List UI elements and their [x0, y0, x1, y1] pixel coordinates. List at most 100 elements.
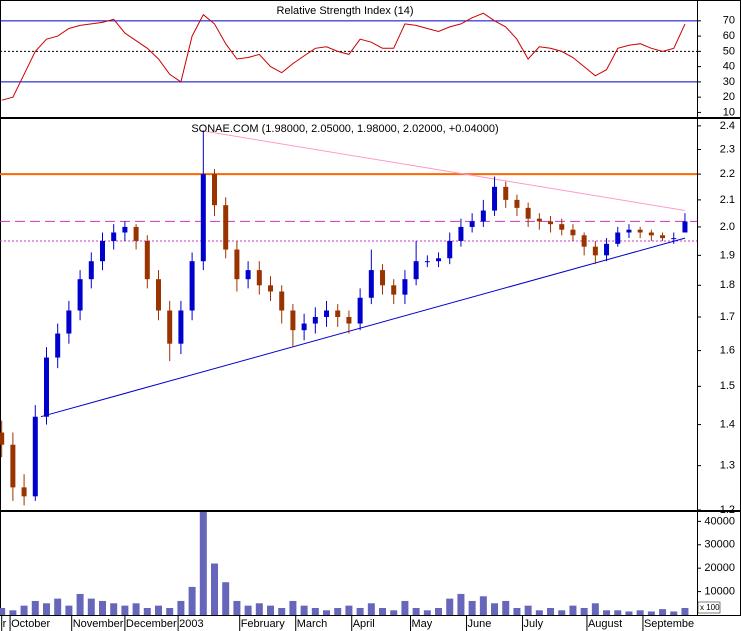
volume-bar	[87, 598, 95, 615]
candle-body	[290, 310, 296, 331]
volume-bar	[435, 607, 443, 615]
volume-bar	[76, 593, 84, 615]
volume-bar	[479, 596, 487, 615]
volume-bar	[569, 605, 577, 615]
volume-bar	[367, 603, 375, 615]
volume-bar	[211, 563, 219, 615]
candle-body	[324, 310, 330, 317]
volume-bar	[535, 610, 543, 615]
volume-bar	[558, 610, 566, 615]
volume-bar	[54, 598, 62, 615]
candle-body	[0, 432, 5, 445]
volume-bar	[423, 610, 431, 615]
candle-body	[234, 249, 240, 280]
candle-body	[43, 357, 49, 417]
candle-body	[99, 240, 105, 262]
candle-body	[402, 279, 408, 295]
candle-body	[548, 221, 554, 225]
volume-bar	[244, 605, 252, 615]
volume-bar	[323, 610, 331, 615]
candle-body	[167, 310, 173, 344]
y-tick-label: 1.5	[720, 380, 735, 392]
unit-label-box	[697, 601, 721, 614]
y-tick-label: 1.3	[720, 460, 735, 472]
y-tick-label: 1.6	[720, 344, 735, 356]
y-tick-label: 1.9	[720, 249, 735, 261]
candle-body	[256, 270, 262, 286]
candle-body	[212, 174, 218, 206]
volume-bar	[502, 600, 510, 615]
candle-body	[626, 229, 632, 233]
candle-body	[514, 199, 520, 208]
volume-bar	[625, 611, 633, 615]
candle-body	[604, 243, 610, 256]
candle-body	[368, 270, 374, 298]
volume-bar	[188, 586, 196, 615]
volume-bar	[177, 600, 185, 615]
volume-bar	[255, 603, 263, 615]
rsi-line	[1, 12, 686, 101]
volume-bar	[670, 611, 678, 615]
y-tick-label: 50	[723, 45, 735, 57]
candle-body	[77, 279, 83, 311]
y-tick-label: 2.4	[720, 120, 735, 132]
x-tick-label: Septembe	[644, 618, 694, 630]
candle-body	[581, 235, 587, 247]
volume-bar	[222, 582, 230, 615]
candle-body	[615, 232, 621, 244]
volume-bar	[65, 605, 73, 615]
candle-body	[200, 174, 206, 262]
volume-bar	[345, 605, 353, 615]
volume-bar	[0, 607, 6, 615]
candle-body	[279, 291, 285, 311]
candle-body	[55, 333, 61, 358]
candle-body	[671, 238, 677, 240]
volume-bar	[513, 607, 521, 615]
y-tick-label: 2.3	[720, 143, 735, 155]
y-tick-label: 40000	[704, 515, 735, 527]
y-tick-label: 1.7	[720, 311, 735, 323]
y-tick-label: 10	[723, 106, 735, 118]
volume-bar	[591, 603, 599, 615]
y-tick-label: 1.4	[720, 418, 735, 430]
candle-body	[223, 205, 229, 250]
volume-bar	[681, 607, 689, 615]
candle-body	[536, 218, 542, 222]
candle-body	[447, 240, 453, 259]
x-tick-label: October	[11, 618, 50, 630]
trend-line	[200, 130, 686, 211]
x-tick-label: April	[353, 618, 375, 630]
candle-body	[268, 285, 274, 292]
volume-bar	[547, 607, 555, 615]
y-tick-label: 10000	[704, 585, 735, 597]
candle-body	[144, 240, 150, 280]
candle-body	[391, 285, 397, 295]
volume-bar	[300, 605, 308, 615]
x-tick-label: August	[588, 618, 622, 630]
x-tick-label: December	[126, 618, 177, 630]
candle-body	[357, 297, 363, 324]
volume-bar	[9, 610, 17, 615]
y-tick-label: 60	[723, 30, 735, 42]
candle-body	[21, 487, 27, 497]
volume-bar	[132, 603, 140, 615]
volume-bar	[311, 607, 319, 615]
candle-body	[111, 232, 117, 241]
volume-bar	[143, 607, 151, 615]
x-tick-label: r	[3, 618, 7, 630]
candle-body	[346, 316, 352, 324]
candle-body	[133, 226, 139, 241]
y-tick-label: 20	[723, 91, 735, 103]
candle-body	[503, 186, 509, 200]
candle-body	[660, 235, 666, 239]
volume-bar	[603, 610, 611, 615]
candle-body	[10, 444, 16, 488]
candle-body	[648, 232, 654, 236]
x-tick-label: 2003	[179, 618, 203, 630]
candle-body	[469, 221, 475, 227]
y-tick-label: 20000	[704, 562, 735, 574]
candle-body	[424, 261, 430, 263]
volume-bar	[267, 605, 275, 615]
volume-bar	[199, 512, 207, 615]
